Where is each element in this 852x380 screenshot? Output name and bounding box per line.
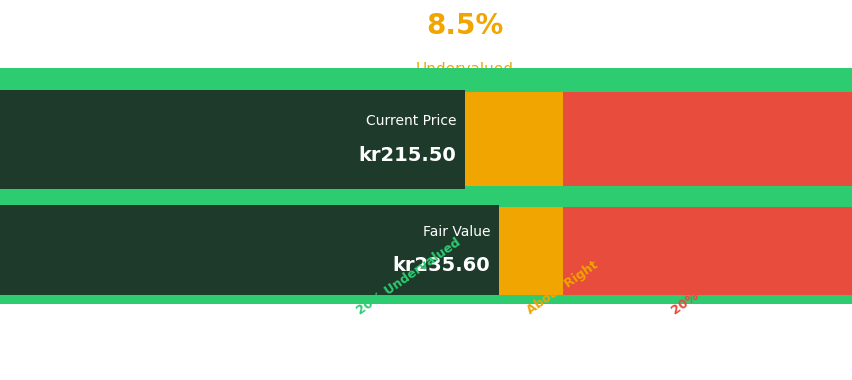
Text: 20% Undervalued: 20% Undervalued <box>354 236 463 317</box>
Text: Fair Value: Fair Value <box>423 225 490 239</box>
Bar <box>0 68 852 92</box>
Text: kr215.50: kr215.50 <box>358 146 456 165</box>
Text: About Right: About Right <box>524 258 600 317</box>
Bar <box>0 294 852 304</box>
Text: Undervalued: Undervalued <box>416 62 513 77</box>
Text: 20% Overvalued: 20% Overvalued <box>669 241 770 317</box>
Bar <box>0 68 464 304</box>
Bar <box>0 186 852 207</box>
Bar <box>0 205 498 294</box>
Text: Current Price: Current Price <box>366 114 456 128</box>
Bar <box>464 68 562 304</box>
Bar <box>0 90 464 188</box>
Bar <box>562 68 852 304</box>
Text: 8.5%: 8.5% <box>426 12 503 40</box>
Text: kr235.60: kr235.60 <box>393 256 490 275</box>
